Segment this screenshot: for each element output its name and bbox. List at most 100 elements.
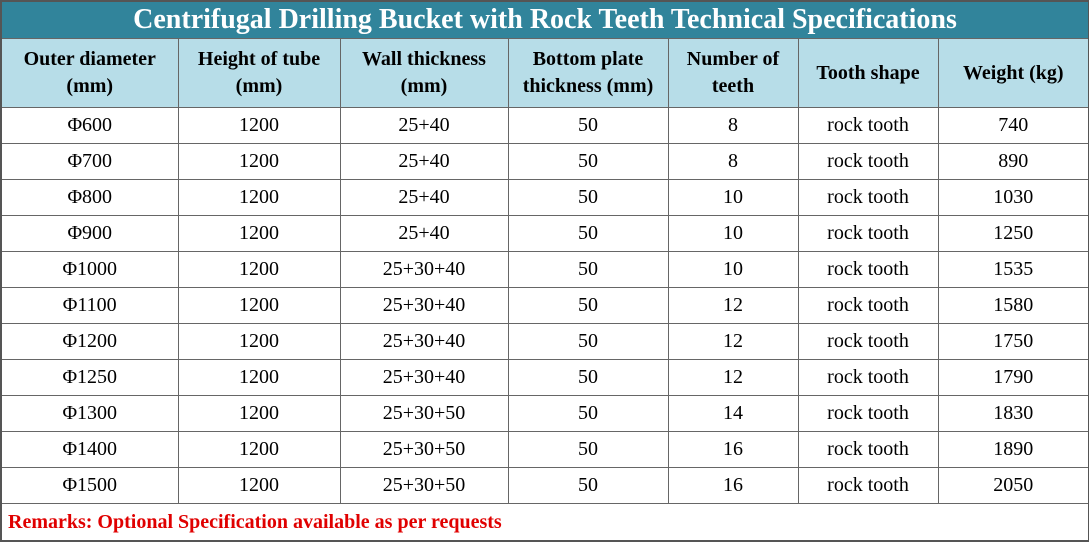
table-row: Φ1300 1200 25+30+50 50 14 rock tooth 1830 bbox=[0, 395, 1089, 432]
table-cell: 1200 bbox=[177, 179, 341, 216]
table-cell: rock tooth bbox=[797, 251, 939, 288]
table-cell: Φ1500 bbox=[0, 467, 179, 504]
table-cell: 25+40 bbox=[339, 107, 509, 144]
table-cell: Φ900 bbox=[0, 215, 179, 252]
table-cell: 25+30+50 bbox=[339, 395, 509, 432]
table-row: Φ1200 1200 25+30+40 50 12 rock tooth 1750 bbox=[0, 323, 1089, 360]
header-cell: Height of tube (mm) bbox=[177, 38, 341, 108]
header-row: Outer diameter (mm) Height of tube (mm) Wa… bbox=[0, 38, 1089, 108]
table-cell: 12 bbox=[667, 323, 799, 360]
header-cell: Wall thickness (mm) bbox=[339, 38, 509, 108]
table-cell: 1200 bbox=[177, 287, 341, 324]
table-cell: 16 bbox=[667, 467, 799, 504]
table-cell: 25+40 bbox=[339, 143, 509, 180]
table-cell: 1200 bbox=[177, 251, 341, 288]
table-cell: 1535 bbox=[937, 251, 1089, 288]
table-cell: Φ1200 bbox=[0, 323, 179, 360]
table-cell: 1890 bbox=[937, 431, 1089, 468]
table-cell: 50 bbox=[507, 251, 669, 288]
table-cell: Φ600 bbox=[0, 107, 179, 144]
table-cell: 10 bbox=[667, 215, 799, 252]
header-cell: Bottom plate thickness (mm) bbox=[507, 38, 669, 108]
table-cell: 1580 bbox=[937, 287, 1089, 324]
table-cell: 50 bbox=[507, 359, 669, 396]
table-cell: 25+30+40 bbox=[339, 323, 509, 360]
remarks-row: Remarks: Optional Specification availabl… bbox=[0, 503, 1089, 542]
table-cell: Φ1400 bbox=[0, 431, 179, 468]
table-cell: 1200 bbox=[177, 107, 341, 144]
table-row: Φ1100 1200 25+30+40 50 12 rock tooth 1580 bbox=[0, 287, 1089, 324]
table-cell: 890 bbox=[937, 143, 1089, 180]
table-cell: 1200 bbox=[177, 323, 341, 360]
table-title: Centrifugal Drilling Bucket with Rock Te… bbox=[0, 0, 1089, 39]
table-row: Φ900 1200 25+40 50 10 rock tooth 1250 bbox=[0, 215, 1089, 252]
table-cell: 1830 bbox=[937, 395, 1089, 432]
table-cell: rock tooth bbox=[797, 431, 939, 468]
table-row: Φ800 1200 25+40 50 10 rock tooth 1030 bbox=[0, 179, 1089, 216]
table-cell: 1790 bbox=[937, 359, 1089, 396]
table-cell: rock tooth bbox=[797, 215, 939, 252]
table-row: Φ1250 1200 25+30+40 50 12 rock tooth 1790 bbox=[0, 359, 1089, 396]
table-row: Φ600 1200 25+40 50 8 rock tooth 740 bbox=[0, 107, 1089, 144]
header-cell: Outer diameter (mm) bbox=[0, 38, 179, 108]
table-cell: 50 bbox=[507, 467, 669, 504]
table-cell: Φ1100 bbox=[0, 287, 179, 324]
table-cell: rock tooth bbox=[797, 287, 939, 324]
table-cell: Φ800 bbox=[0, 179, 179, 216]
table-cell: 50 bbox=[507, 287, 669, 324]
remarks: Remarks: Optional Specification availabl… bbox=[0, 503, 1089, 542]
table-cell: Φ1250 bbox=[0, 359, 179, 396]
table-cell: 1030 bbox=[937, 179, 1089, 216]
table-cell: rock tooth bbox=[797, 467, 939, 504]
table-cell: 25+30+40 bbox=[339, 287, 509, 324]
table-cell: rock tooth bbox=[797, 323, 939, 360]
table-cell: 50 bbox=[507, 107, 669, 144]
table-cell: 25+30+50 bbox=[339, 431, 509, 468]
table-row: Φ1400 1200 25+30+50 50 16 rock tooth 1890 bbox=[0, 431, 1089, 468]
table-cell: rock tooth bbox=[797, 359, 939, 396]
table-cell: 1200 bbox=[177, 143, 341, 180]
table-cell: Φ1300 bbox=[0, 395, 179, 432]
table-cell: 50 bbox=[507, 143, 669, 180]
table-row: Φ700 1200 25+40 50 8 rock tooth 890 bbox=[0, 143, 1089, 180]
table-cell: rock tooth bbox=[797, 107, 939, 144]
table-cell: 12 bbox=[667, 359, 799, 396]
table-row: Φ1000 1200 25+30+40 50 10 rock tooth 1535 bbox=[0, 251, 1089, 288]
table-cell: Φ1000 bbox=[0, 251, 179, 288]
table-cell: 50 bbox=[507, 179, 669, 216]
table-cell: 1200 bbox=[177, 395, 341, 432]
table-cell: 14 bbox=[667, 395, 799, 432]
table-cell: 2050 bbox=[937, 467, 1089, 504]
header-cell: Number of teeth bbox=[667, 38, 799, 108]
table-cell: Φ700 bbox=[0, 143, 179, 180]
table-cell: 50 bbox=[507, 431, 669, 468]
table-cell: 50 bbox=[507, 323, 669, 360]
table-cell: 50 bbox=[507, 215, 669, 252]
table-cell: 25+30+50 bbox=[339, 467, 509, 504]
table-row: Φ1500 1200 25+30+50 50 16 rock tooth 2050 bbox=[0, 467, 1089, 504]
title-row: Centrifugal Drilling Bucket with Rock Te… bbox=[0, 0, 1089, 39]
table-cell: 1250 bbox=[937, 215, 1089, 252]
table-cell: 25+30+40 bbox=[339, 251, 509, 288]
table-cell: 1200 bbox=[177, 431, 341, 468]
table-cell: 25+40 bbox=[339, 215, 509, 252]
table-body: Φ600 1200 25+40 50 8 rock tooth 740 Φ700 1200 25+… bbox=[0, 107, 1089, 504]
table-cell: rock tooth bbox=[797, 179, 939, 216]
table-cell: 25+30+40 bbox=[339, 359, 509, 396]
table-cell: 8 bbox=[667, 143, 799, 180]
header-cell: Weight (kg) bbox=[937, 38, 1089, 108]
table-cell: 10 bbox=[667, 179, 799, 216]
table-cell: 16 bbox=[667, 431, 799, 468]
table-cell: 1200 bbox=[177, 467, 341, 504]
table-cell: rock tooth bbox=[797, 143, 939, 180]
table-cell: 1200 bbox=[177, 215, 341, 252]
table-cell: 8 bbox=[667, 107, 799, 144]
header-cell: Tooth shape bbox=[797, 38, 939, 108]
table-cell: 10 bbox=[667, 251, 799, 288]
table-cell: 50 bbox=[507, 395, 669, 432]
table-cell: 12 bbox=[667, 287, 799, 324]
table-cell: 25+40 bbox=[339, 179, 509, 216]
table-cell: 1200 bbox=[177, 359, 341, 396]
